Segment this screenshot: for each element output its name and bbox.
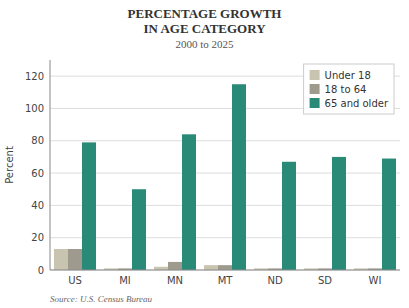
y-tick-label: 20 <box>31 232 44 243</box>
x-tick-label: SD <box>318 275 332 286</box>
x-tick-label: MN <box>167 275 183 286</box>
y-tick-label: 40 <box>31 200 44 211</box>
x-tick-label: WI <box>369 275 382 286</box>
legend-swatch <box>310 84 320 94</box>
annotation: Source: U.S. Census Bureau <box>50 294 153 304</box>
legend-swatch <box>310 98 320 108</box>
bar <box>168 262 182 270</box>
bar <box>282 162 296 270</box>
title: PERCENTAGE GROWTH <box>128 6 282 21</box>
bar <box>54 249 68 270</box>
legend-box <box>304 64 394 114</box>
y-axis-label: Percent <box>4 146 15 184</box>
bar <box>382 159 396 270</box>
chart: PERCENTAGE GROWTHIN AGE CATEGORY 2000 to … <box>0 0 409 308</box>
y-axis-line <box>50 60 51 270</box>
x-tick-label: MT <box>218 275 234 286</box>
y-tick-label: 0 <box>38 265 44 276</box>
bar <box>132 189 146 270</box>
bar <box>218 265 232 270</box>
grid-line <box>50 140 400 141</box>
x-tick-label: ND <box>267 275 282 286</box>
bar <box>232 84 246 270</box>
grid-line <box>50 237 400 238</box>
legend-swatch <box>310 70 320 80</box>
bar <box>68 249 82 270</box>
y-tick-label: 60 <box>31 168 44 179</box>
x-tick-label: MI <box>119 275 131 286</box>
grid-line <box>50 270 400 271</box>
title: IN AGE CATEGORY <box>143 21 266 36</box>
x-tick-label: US <box>68 275 82 286</box>
subtitle: 2000 to 2025 <box>175 38 234 50</box>
bar <box>82 142 96 270</box>
legend: Under 18 18 to 64 65 and older <box>304 64 394 114</box>
bar <box>182 134 196 270</box>
y-tick-label: 80 <box>31 135 44 146</box>
legend-label: 18 to 64 <box>325 84 367 95</box>
grid-line <box>50 173 400 174</box>
legend-label: Under 18 <box>325 70 371 81</box>
plot-area <box>50 60 400 270</box>
legend-label: 65 and older <box>325 98 389 109</box>
y-tick-label: 100 <box>25 103 44 114</box>
bar <box>204 265 218 270</box>
bar <box>332 157 346 270</box>
x-axis-line <box>50 270 400 271</box>
grid-line <box>50 205 400 206</box>
y-tick-label: 120 <box>25 71 44 82</box>
